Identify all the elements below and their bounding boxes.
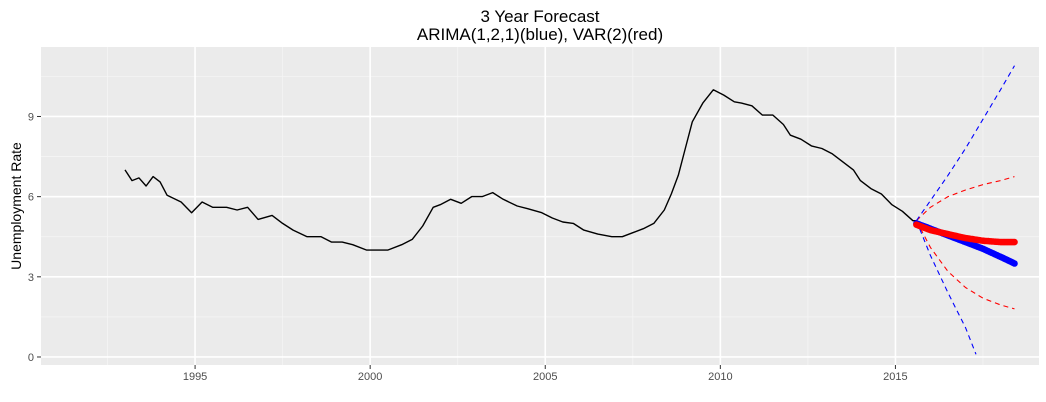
minor-gridlines bbox=[41, 47, 1039, 365]
x-tick-label: 2005 bbox=[533, 371, 557, 383]
arima-lower-line bbox=[915, 220, 977, 355]
y-axis: 0 3 6 9 bbox=[28, 111, 41, 364]
arima-upper-line bbox=[915, 65, 1015, 222]
x-axis: 1995 2000 2005 2010 2015 bbox=[183, 365, 908, 383]
history-line bbox=[124, 89, 917, 251]
var-forecast-series bbox=[913, 221, 1018, 246]
arima-forecast-point bbox=[1011, 260, 1018, 267]
var-upper-line bbox=[916, 176, 1015, 222]
var-forecast-point bbox=[1011, 238, 1018, 246]
chart-subtitle: ARIMA(1,2,1)(blue), VAR(2)(red) bbox=[417, 25, 663, 44]
x-tick-label: 2000 bbox=[358, 371, 382, 383]
series-layer bbox=[124, 65, 1018, 355]
y-tick-label: 9 bbox=[28, 111, 34, 123]
y-tick-label: 0 bbox=[28, 352, 34, 364]
x-tick-label: 2010 bbox=[708, 371, 732, 383]
y-tick-label: 6 bbox=[28, 192, 34, 204]
x-tick-label: 2015 bbox=[883, 371, 907, 383]
plot-panel bbox=[41, 47, 1039, 365]
y-axis-title: Unemployment Rate bbox=[8, 142, 24, 270]
chart-title: 3 Year Forecast bbox=[480, 7, 599, 26]
var-lower-line bbox=[915, 220, 1015, 310]
y-tick-label: 3 bbox=[28, 272, 34, 284]
x-tick-label: 1995 bbox=[183, 371, 207, 383]
major-gridlines bbox=[41, 47, 1039, 365]
